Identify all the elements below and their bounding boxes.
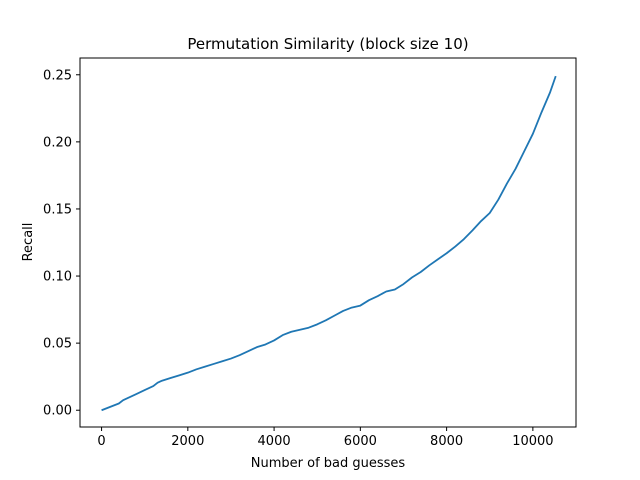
plot-series-group — [101, 75, 557, 412]
y-tick-label: 0.10 — [43, 270, 72, 285]
plot-area-frame — [79, 57, 577, 428]
y-tick-label: 0.20 — [43, 135, 72, 150]
x-tick-label: 2000 — [171, 434, 204, 449]
x-axis-label: Number of bad guesses — [251, 456, 406, 471]
x-tick-label: 10000 — [512, 434, 553, 449]
y-tick-label: 0.15 — [43, 202, 72, 217]
x-tick-label: 0 — [97, 434, 105, 449]
x-tick-label: 8000 — [430, 434, 463, 449]
recall-series-line — [101, 75, 557, 412]
y-tick-label: 0.25 — [43, 68, 72, 83]
x-tick-label: 6000 — [344, 434, 377, 449]
chart-title: Permutation Similarity (block size 10) — [187, 35, 468, 53]
y-tick-label: 0.00 — [43, 404, 72, 419]
y-axis-label: Recall — [21, 223, 36, 262]
x-tick-label: 4000 — [258, 434, 291, 449]
x-axis-ticks: 0 2000 4000 6000 8000 10000 — [97, 427, 554, 449]
y-axis-ticks: 0.00 0.05 0.10 0.15 0.20 0.25 — [43, 68, 80, 419]
y-tick-label: 0.05 — [43, 337, 72, 352]
